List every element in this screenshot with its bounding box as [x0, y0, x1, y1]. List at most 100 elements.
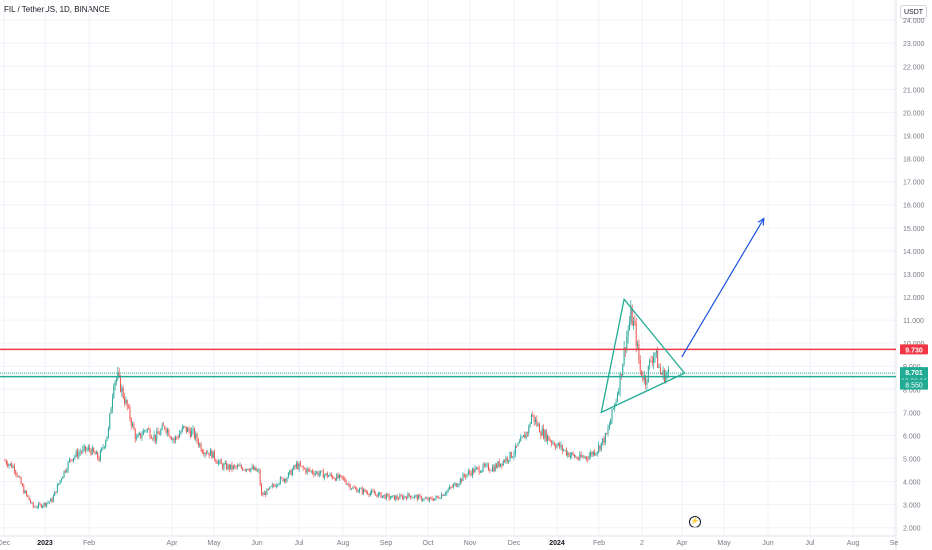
candle — [81, 450, 83, 455]
candle-body — [275, 485, 277, 487]
candle — [121, 384, 123, 398]
candle-body — [243, 469, 245, 471]
candle — [66, 467, 68, 474]
candle-body — [572, 452, 574, 455]
candle-body — [516, 445, 518, 447]
candle — [322, 468, 324, 478]
currency-unit-button[interactable]: USDT — [900, 5, 927, 19]
candle-body — [119, 376, 121, 392]
candle — [492, 464, 494, 472]
candle-body — [385, 494, 387, 499]
candle-body — [445, 493, 447, 495]
candle-body — [227, 464, 229, 470]
candle-body — [559, 443, 561, 448]
candle — [146, 428, 148, 433]
candle-body — [481, 470, 483, 473]
candle-body — [270, 486, 272, 487]
candle — [8, 463, 10, 469]
y-tick-label: 4.000 — [903, 480, 921, 487]
candle — [313, 470, 315, 478]
candle-body — [35, 506, 37, 508]
candle — [639, 355, 641, 375]
candle-body — [279, 477, 281, 484]
candle — [384, 493, 386, 500]
candle-body — [349, 484, 351, 489]
candle — [7, 460, 9, 469]
candle-body — [525, 432, 527, 439]
candle-body — [500, 463, 502, 467]
candle-body — [298, 463, 300, 470]
candle — [506, 456, 508, 464]
candle-body — [352, 487, 354, 489]
candle — [165, 427, 167, 435]
candle — [462, 472, 464, 482]
candle-body — [118, 372, 120, 377]
candle-body — [24, 490, 26, 494]
candle — [306, 466, 308, 475]
candle — [365, 489, 367, 494]
candle-body — [451, 486, 453, 488]
candle-body — [132, 423, 134, 426]
candle-body — [661, 373, 663, 375]
candle — [36, 505, 38, 510]
symbol-title[interactable]: FIL / TetherUS, 1D, BINANCE — [4, 5, 110, 14]
candle-body — [251, 466, 253, 469]
candle — [655, 349, 657, 358]
candle-body — [19, 476, 21, 478]
candle-body — [410, 495, 412, 498]
candle — [192, 425, 194, 435]
y-tick-label: 7.000 — [903, 410, 921, 417]
candle-body — [457, 485, 459, 487]
candle-body — [60, 478, 62, 481]
candle-body — [369, 492, 371, 496]
candle-body — [618, 391, 620, 395]
candle — [408, 493, 410, 497]
y-tick-label: 6.000 — [903, 433, 921, 440]
candle-body — [400, 495, 402, 497]
candle — [591, 451, 593, 458]
candle — [28, 496, 30, 501]
candle-body — [436, 496, 438, 498]
candle-body — [557, 443, 559, 445]
candle — [396, 494, 398, 501]
candle-body — [98, 458, 100, 461]
candle-body — [67, 461, 69, 471]
candle — [502, 459, 504, 467]
candle-body — [434, 498, 436, 501]
candle-body — [271, 484, 273, 487]
candle-body — [622, 364, 624, 376]
candle-body — [666, 372, 668, 375]
candle-body — [181, 427, 183, 432]
candles — [4, 300, 669, 510]
y-tick-label: 16.000 — [903, 203, 925, 210]
candle-body — [263, 492, 265, 496]
candle — [265, 490, 267, 498]
candle — [504, 459, 506, 463]
candle — [581, 454, 583, 458]
candle-body — [478, 467, 480, 473]
candle — [596, 451, 598, 457]
candle-body — [94, 451, 96, 455]
candle — [247, 468, 249, 471]
candle — [493, 464, 495, 473]
candle — [594, 449, 596, 457]
candle — [338, 473, 340, 481]
candle-body — [576, 456, 578, 459]
candle — [455, 482, 457, 488]
candle-body — [211, 450, 213, 458]
candle — [195, 431, 197, 442]
candle — [250, 468, 252, 473]
candle — [160, 428, 162, 436]
candle — [435, 494, 437, 501]
candle-body — [435, 496, 437, 499]
candle-body — [273, 484, 275, 486]
candle-body — [654, 352, 656, 358]
last-price-label: 8.701 — [905, 370, 923, 377]
candle — [350, 488, 352, 491]
candle — [59, 480, 61, 485]
candle-body — [642, 376, 644, 380]
candle — [12, 464, 14, 469]
candle — [651, 355, 653, 367]
candle — [113, 383, 115, 400]
